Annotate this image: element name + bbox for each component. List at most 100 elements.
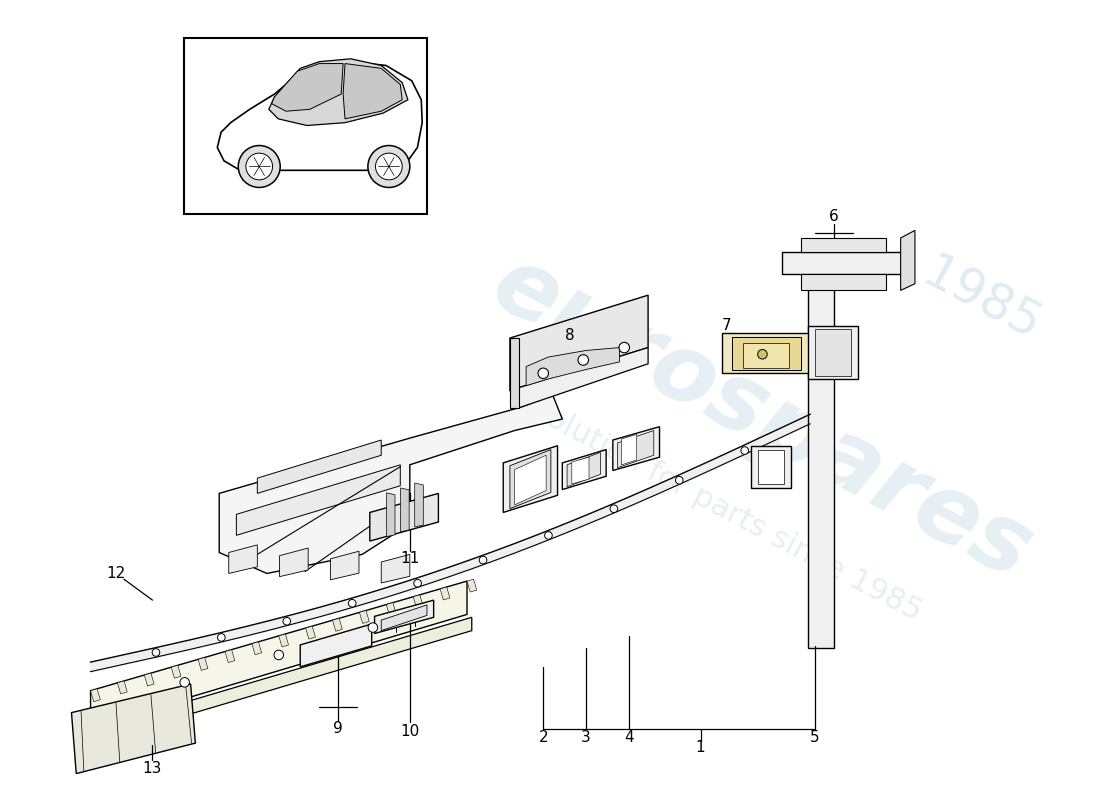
Text: eurospares: eurospares (477, 238, 1048, 600)
Circle shape (239, 146, 280, 187)
Polygon shape (386, 602, 396, 615)
Polygon shape (758, 450, 784, 484)
Text: 13: 13 (143, 762, 162, 776)
Circle shape (349, 599, 356, 607)
Polygon shape (306, 626, 316, 639)
Circle shape (578, 354, 588, 366)
Polygon shape (781, 252, 901, 274)
Text: 1: 1 (695, 740, 705, 755)
Circle shape (619, 342, 629, 353)
Circle shape (610, 505, 618, 513)
Circle shape (414, 579, 421, 587)
Polygon shape (526, 347, 619, 386)
Polygon shape (72, 684, 196, 774)
Text: 5: 5 (810, 730, 820, 745)
Polygon shape (90, 689, 100, 702)
Polygon shape (370, 494, 439, 541)
Polygon shape (468, 579, 476, 592)
Polygon shape (613, 426, 660, 470)
Polygon shape (510, 450, 551, 509)
Polygon shape (617, 430, 653, 468)
Polygon shape (510, 338, 519, 408)
Polygon shape (732, 337, 801, 370)
Text: 6: 6 (829, 209, 839, 223)
Circle shape (246, 153, 273, 180)
Circle shape (218, 634, 226, 642)
Polygon shape (257, 440, 382, 494)
Polygon shape (382, 605, 427, 630)
Polygon shape (375, 600, 433, 634)
Polygon shape (808, 265, 834, 276)
Text: 12: 12 (107, 566, 125, 581)
Circle shape (480, 556, 487, 564)
Polygon shape (572, 457, 588, 484)
Text: 10: 10 (400, 724, 419, 739)
Polygon shape (219, 395, 562, 574)
Polygon shape (90, 581, 467, 727)
Text: 4: 4 (624, 730, 634, 745)
Polygon shape (172, 666, 182, 678)
Polygon shape (360, 610, 370, 623)
Polygon shape (332, 618, 342, 631)
Polygon shape (562, 450, 606, 490)
Circle shape (367, 146, 410, 187)
Circle shape (180, 678, 189, 687)
Text: 9: 9 (333, 722, 343, 736)
Circle shape (283, 618, 290, 625)
Polygon shape (751, 446, 791, 488)
Circle shape (538, 368, 549, 378)
Polygon shape (272, 63, 343, 111)
Polygon shape (198, 658, 208, 670)
Polygon shape (744, 343, 789, 367)
Polygon shape (300, 624, 372, 667)
Polygon shape (278, 634, 288, 647)
Text: a solution for parts since 1985: a solution for parts since 1985 (503, 382, 927, 627)
Polygon shape (330, 551, 359, 580)
Text: 2: 2 (538, 730, 548, 745)
Polygon shape (621, 434, 637, 465)
Circle shape (741, 446, 748, 454)
Polygon shape (808, 276, 834, 648)
Polygon shape (440, 587, 450, 600)
Circle shape (152, 649, 160, 656)
Polygon shape (229, 545, 257, 574)
Polygon shape (723, 334, 810, 374)
Polygon shape (226, 650, 234, 662)
Polygon shape (343, 63, 403, 119)
Polygon shape (901, 230, 915, 290)
Circle shape (675, 477, 683, 484)
Text: 7: 7 (722, 318, 732, 333)
Polygon shape (218, 62, 422, 170)
Text: 8: 8 (565, 328, 574, 342)
Polygon shape (118, 681, 128, 694)
Polygon shape (801, 238, 887, 252)
Polygon shape (515, 455, 546, 505)
Polygon shape (808, 326, 858, 379)
Polygon shape (414, 595, 424, 608)
Polygon shape (382, 554, 410, 583)
Polygon shape (568, 453, 601, 486)
Polygon shape (510, 347, 648, 408)
Circle shape (368, 622, 377, 632)
Polygon shape (503, 446, 558, 513)
Text: 1985: 1985 (914, 249, 1049, 351)
Circle shape (375, 153, 403, 180)
Polygon shape (279, 548, 308, 577)
Polygon shape (268, 59, 408, 126)
Polygon shape (510, 295, 648, 390)
Polygon shape (386, 493, 395, 537)
Circle shape (544, 532, 552, 539)
Polygon shape (144, 673, 154, 686)
Polygon shape (96, 618, 472, 742)
Circle shape (274, 650, 284, 660)
Polygon shape (184, 38, 427, 214)
Circle shape (758, 350, 767, 359)
Polygon shape (236, 465, 400, 535)
Polygon shape (815, 329, 851, 376)
Polygon shape (415, 483, 424, 527)
Text: 3: 3 (581, 730, 591, 745)
Polygon shape (801, 274, 887, 290)
Polygon shape (252, 642, 262, 654)
Text: 11: 11 (400, 550, 419, 566)
Polygon shape (400, 488, 409, 532)
